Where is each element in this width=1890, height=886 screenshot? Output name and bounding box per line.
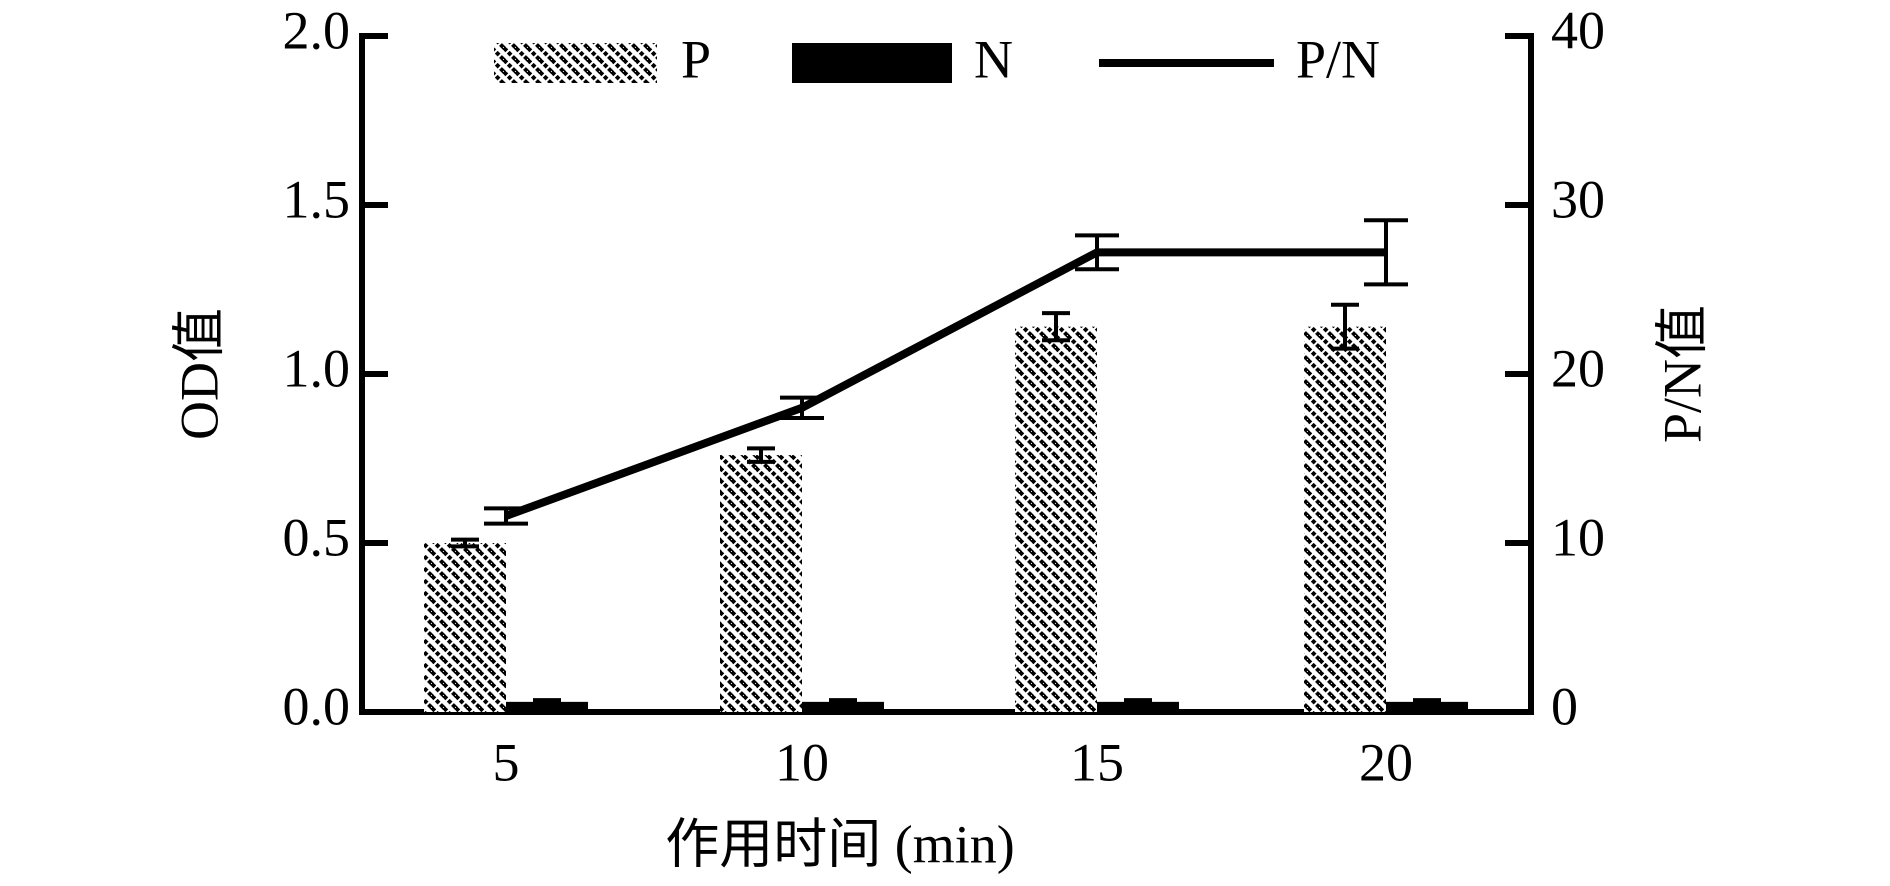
bar — [506, 701, 588, 712]
legend-swatch — [494, 43, 657, 83]
bar — [1097, 701, 1179, 712]
y-tick-label: 0.0 — [283, 676, 351, 736]
y-tick-label: 1.0 — [283, 338, 351, 398]
bar — [1015, 326, 1097, 712]
legend-label: P/N — [1296, 29, 1380, 89]
bar — [1386, 701, 1468, 712]
error-bar — [1331, 302, 1359, 351]
y-tick-label: 2.0 — [283, 0, 351, 60]
y2-tick-label: 30 — [1551, 169, 1605, 229]
y-axis-label: OD值 — [169, 308, 229, 440]
legend-label: N — [974, 29, 1013, 89]
x-tick-label: 10 — [775, 732, 829, 792]
error-bar — [484, 506, 528, 526]
error-bar — [1413, 698, 1441, 706]
x-tick-label: 20 — [1359, 732, 1413, 792]
bar — [1304, 326, 1386, 712]
y2-tick-label: 20 — [1551, 338, 1605, 398]
y2-tick-label: 0 — [1551, 676, 1578, 736]
bar — [802, 701, 884, 712]
y-tick-label: 0.5 — [283, 507, 351, 567]
legend-swatch — [792, 43, 952, 83]
y2-tick-label: 40 — [1551, 0, 1605, 60]
bar — [424, 543, 506, 712]
y2-axis-label: P/N值 — [1652, 305, 1712, 443]
x-tick-label: 15 — [1070, 732, 1124, 792]
legend-label: P — [681, 29, 711, 89]
x-axis-label: 作用时间 (min) — [665, 814, 1014, 874]
error-bar — [1075, 233, 1119, 272]
error-bar — [780, 395, 824, 420]
error-bar — [747, 446, 775, 464]
x-tick-label: 5 — [493, 732, 520, 792]
y-tick-label: 1.5 — [283, 169, 351, 229]
error-bar — [1042, 311, 1070, 343]
line — [504, 248, 1386, 520]
bar — [720, 455, 802, 712]
error-bar — [533, 698, 561, 706]
error-bar — [1124, 698, 1152, 706]
error-bar — [451, 537, 479, 549]
error-bar — [829, 698, 857, 706]
y2-tick-label: 10 — [1551, 507, 1605, 567]
error-bar — [1364, 218, 1408, 287]
